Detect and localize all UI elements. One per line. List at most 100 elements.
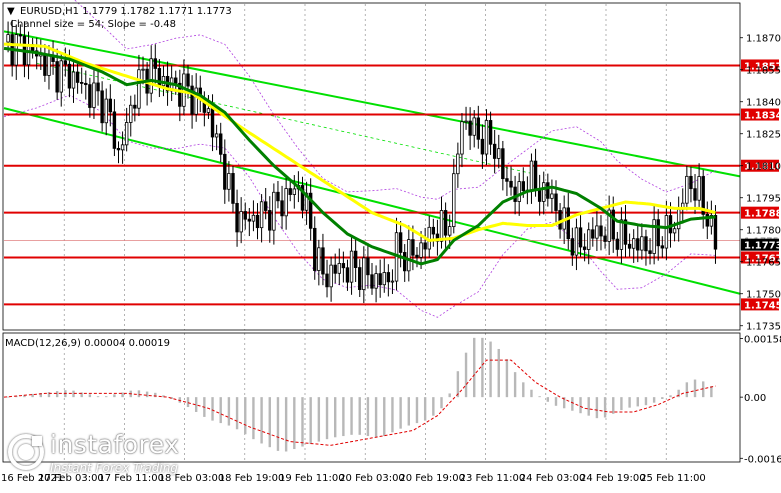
candle-body [529, 160, 534, 191]
price-level-label: 1.1857 [744, 61, 781, 72]
candle-body [636, 238, 640, 251]
candle-body [676, 208, 681, 230]
macd-histogram-bar [628, 397, 631, 408]
candle-body [398, 232, 403, 253]
macd-histogram-bar [55, 391, 59, 398]
candle-body [59, 60, 63, 93]
candle-body [349, 250, 354, 283]
candle-body [259, 201, 264, 229]
macd-histogram-bar [571, 397, 574, 411]
candle-body [210, 108, 215, 138]
header-arrow-icon[interactable]: ▼ [7, 6, 15, 17]
candle-body [607, 209, 611, 242]
candle-body [570, 238, 575, 256]
x-tick-label: 17 Feb 11:00 [98, 473, 164, 484]
channel-info: Channel size = 54; Slope = -0.48 [10, 19, 176, 30]
macd-histogram-bar [685, 382, 689, 398]
candle-body [124, 122, 129, 146]
candle-body [713, 215, 718, 250]
candle-body [419, 242, 423, 258]
candle-body [382, 272, 386, 286]
candle-body [337, 263, 341, 274]
candle-body [247, 218, 252, 222]
macd-histogram-bar [342, 397, 345, 437]
macd-histogram-bar [137, 390, 141, 398]
candle-body [268, 210, 272, 231]
macd-histogram-bar [6, 396, 10, 398]
candle-body [615, 238, 620, 250]
candle-body [219, 133, 223, 155]
candle-body [701, 176, 705, 215]
macd-histogram-bar [456, 371, 460, 398]
macd-histogram-bar [178, 397, 182, 403]
candle-body [660, 245, 665, 249]
candle-body [47, 55, 51, 76]
candle-body [431, 226, 436, 235]
macd-histogram-bar [710, 386, 713, 398]
candle-body [333, 264, 337, 274]
candle-body [370, 274, 374, 289]
macd-histogram-bar [603, 397, 607, 418]
macd-histogram-bar [358, 397, 361, 435]
candle-body [517, 181, 521, 202]
macd-histogram-bar [366, 397, 370, 437]
candle-body [476, 117, 481, 140]
brand-watermark: instaforex Instant Forex Trading [6, 430, 186, 486]
candle-body [685, 175, 689, 204]
candle-body [619, 219, 624, 250]
macd-histogram-bar [399, 397, 402, 429]
ema-green-line [3, 46, 716, 266]
candle-body [308, 192, 313, 229]
candle-body [566, 207, 570, 240]
macd-histogram-bar [334, 397, 337, 438]
candle-body [104, 98, 108, 124]
y-tick-label: 1.1780 [746, 226, 781, 237]
y-tick-label: 1.1735 [746, 322, 781, 333]
macd-histogram-bar [219, 397, 222, 424]
symbol-header: EURUSD,H1 1.1779 1.1782 1.1771 1.1773 [20, 6, 232, 17]
candle-body [501, 148, 505, 180]
macd-histogram-bar [677, 389, 680, 398]
candle-body [137, 69, 141, 109]
candle-body [509, 180, 513, 188]
candle-body [251, 214, 256, 222]
candle-body [120, 144, 125, 151]
macd-histogram-bar [661, 397, 664, 399]
candle-body [149, 58, 153, 94]
macd-histogram-bar [383, 397, 386, 437]
candle-body [75, 71, 80, 83]
price-panel-frame [2, 2, 741, 331]
candle-body [239, 211, 243, 233]
candle-body [96, 82, 100, 92]
candle-body [447, 226, 452, 236]
macd-histogram-bar [554, 397, 558, 406]
candle-body [403, 252, 407, 272]
macd-histogram-bar [423, 397, 427, 421]
price-level-tag [741, 251, 779, 264]
x-tick-label: 24 Feb 19:00 [580, 473, 646, 484]
brand-tagline: Instant Forex Trading [50, 461, 178, 475]
macd-histogram-bar [595, 397, 599, 419]
x-tick-label: 20 Feb 03:00 [339, 473, 405, 484]
candle-body [644, 236, 648, 252]
price-level-label: 1.1767 [744, 253, 781, 264]
y-tick-label: 1.1810 [746, 162, 781, 173]
macd-histogram-bar [513, 372, 517, 398]
candle-body [472, 117, 476, 136]
macd-histogram-bar [350, 397, 353, 435]
candle-body [67, 63, 72, 89]
candle-body [550, 193, 554, 199]
candle-body [693, 188, 697, 201]
candle-body [456, 153, 460, 175]
candle-body [435, 233, 440, 242]
candle-body [452, 173, 456, 227]
macd-histogram-bar [325, 397, 329, 440]
candle-body [174, 77, 178, 84]
candle-body [672, 228, 677, 234]
candle-body [243, 211, 247, 220]
y-tick-label: 1.1765 [746, 258, 781, 269]
macd-histogram-bar [522, 382, 525, 398]
macd-histogram-bar [620, 397, 623, 411]
